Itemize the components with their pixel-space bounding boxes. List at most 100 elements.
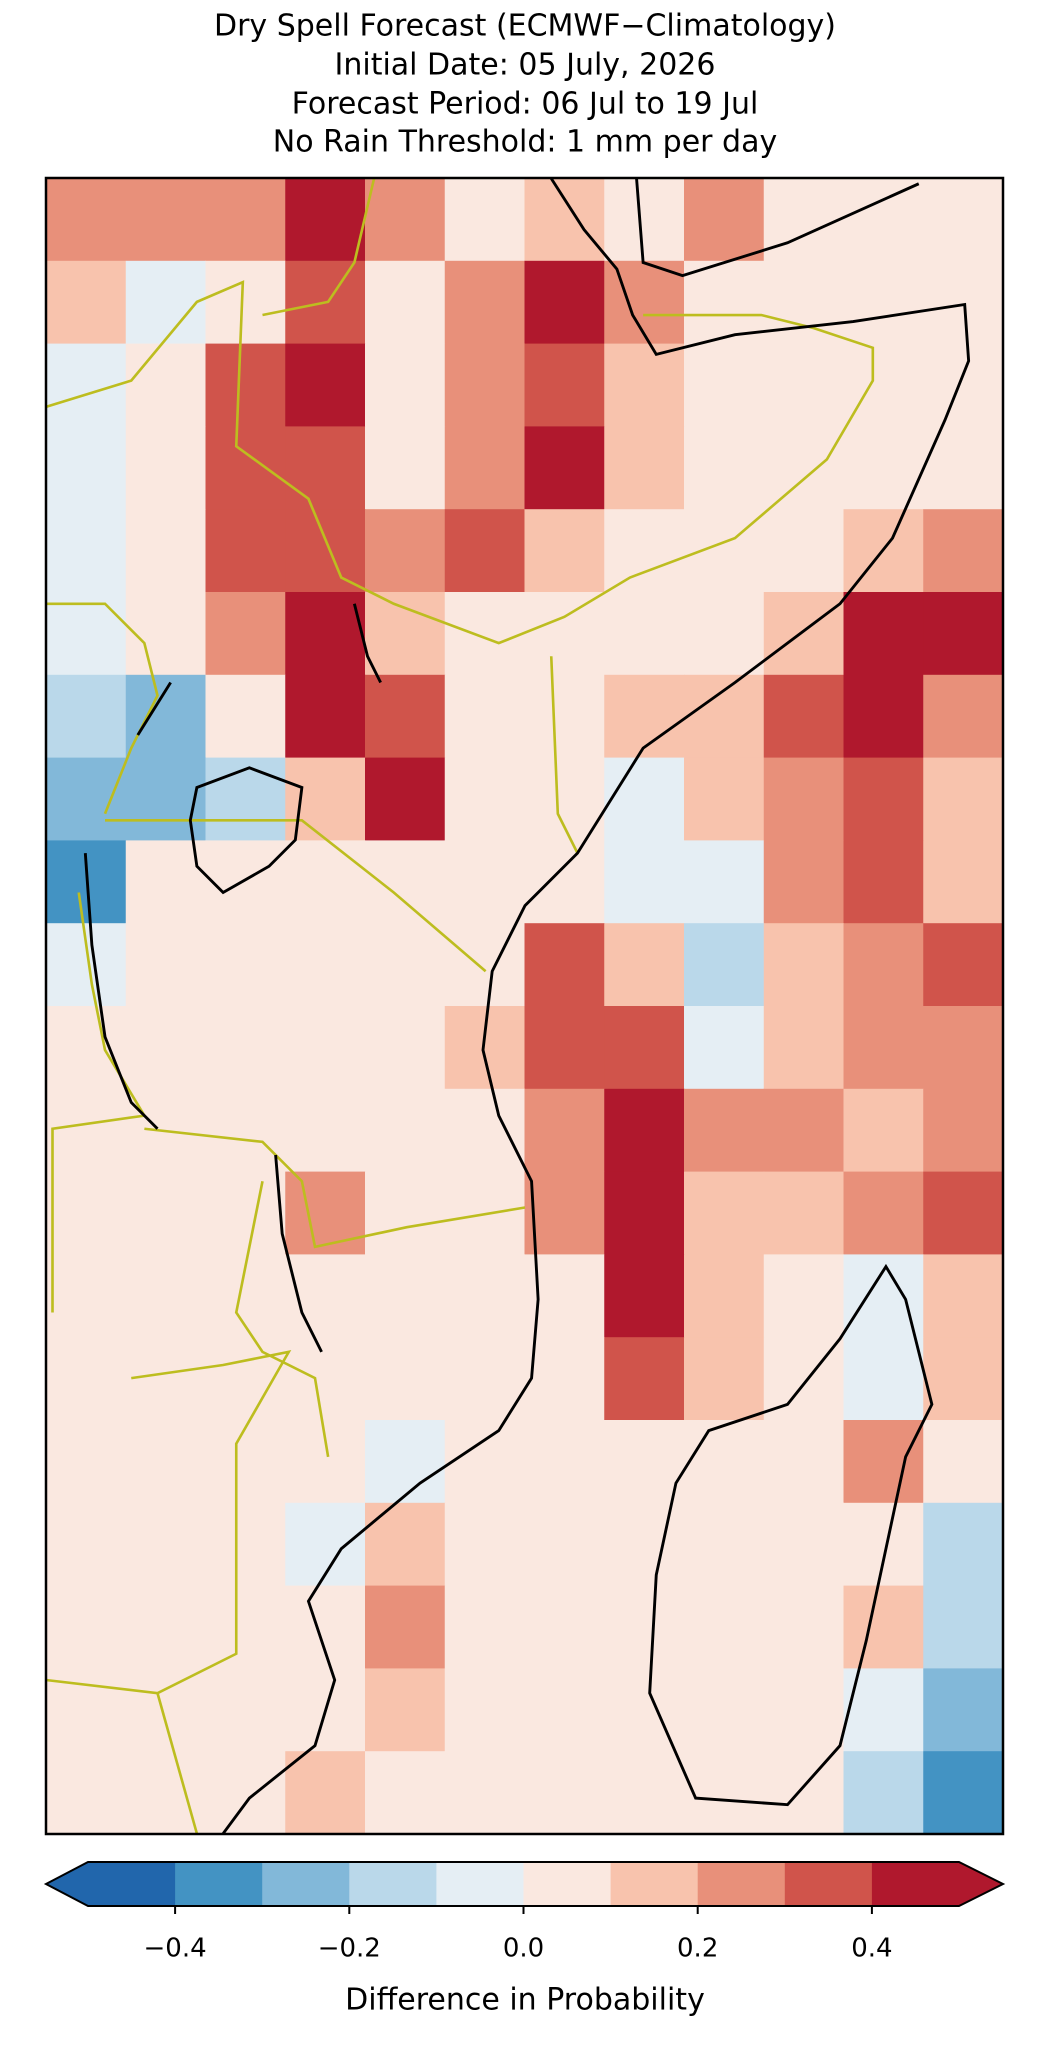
grid-cell — [843, 1006, 924, 1090]
grid-cell — [444, 1088, 525, 1173]
grid-cell — [604, 592, 685, 676]
grid-cell — [684, 1337, 765, 1421]
grid-cell — [365, 1585, 446, 1669]
grid-cell — [444, 1668, 525, 1752]
grid-cell — [763, 1171, 844, 1255]
grid-cell — [604, 1585, 685, 1669]
colorbar-segment — [436, 1862, 524, 1906]
grid-cell — [365, 1006, 446, 1090]
border — [262, 178, 376, 317]
grid-cell — [843, 1502, 924, 1587]
grid-cell — [125, 674, 206, 759]
grid-cell — [205, 260, 286, 345]
colorbar-tick-label: −0.4 — [144, 1934, 207, 1964]
border — [45, 602, 159, 815]
grid-cell — [763, 840, 844, 924]
grid-cell — [923, 1006, 1004, 1090]
grid-cell — [365, 1088, 446, 1173]
grid-cell — [285, 426, 366, 510]
grid-cell — [444, 260, 525, 345]
grid-cell — [604, 509, 685, 593]
grid-cell — [444, 840, 525, 924]
grid-cell — [285, 343, 366, 427]
grid-cell — [684, 840, 765, 924]
grid-cell — [843, 260, 924, 345]
grid-cell — [684, 1088, 765, 1173]
grid-cell — [684, 1502, 765, 1587]
grid-cell — [604, 1668, 685, 1752]
colorbar-extend-high — [959, 1862, 1003, 1906]
grid-cell — [46, 757, 127, 841]
colorbar-extend-low — [46, 1862, 88, 1906]
border — [549, 656, 579, 854]
grid-cell — [205, 178, 286, 262]
grid-cell — [843, 1751, 924, 1835]
grid-cell — [524, 1337, 605, 1421]
grid-cell — [843, 923, 924, 1007]
grid-cell — [46, 1502, 127, 1587]
grid-cell — [365, 1254, 446, 1338]
grid-cell — [444, 1420, 525, 1504]
grid-cell — [46, 1751, 127, 1835]
grid-cell — [843, 840, 924, 924]
grid-cell — [923, 840, 1004, 924]
grid-cell — [285, 1171, 366, 1255]
grid-cell — [365, 178, 446, 262]
grid-cell — [444, 1006, 525, 1090]
grid-cell — [524, 426, 605, 510]
grid-cell — [524, 343, 605, 427]
grid-cell — [843, 674, 924, 759]
grid-cell — [843, 592, 924, 676]
grid-cell — [365, 757, 446, 841]
grid-cell — [444, 426, 525, 510]
grid-cell — [205, 1171, 286, 1255]
grid-cell — [46, 1006, 127, 1090]
grid-cell — [604, 426, 685, 510]
grid-cell — [365, 1668, 446, 1752]
grid-cell — [125, 592, 206, 676]
grid-cell — [604, 840, 685, 924]
grid-cell — [205, 1006, 286, 1090]
title-line: Dry Spell Forecast (ECMWF−Climatology) — [214, 9, 836, 44]
grid-cell — [684, 1420, 765, 1504]
grid-cell — [763, 178, 844, 262]
grid-cell — [205, 923, 286, 1007]
grid-cell — [524, 1668, 605, 1752]
grid-cell — [46, 592, 127, 676]
colorbar-segment — [349, 1862, 437, 1906]
border — [105, 819, 487, 973]
grid-cell — [684, 343, 765, 427]
grid-cell — [923, 1751, 1004, 1835]
grid-cell — [46, 260, 127, 345]
grid-cell — [125, 1006, 206, 1090]
grid-cell — [524, 1088, 605, 1173]
title-line: No Rain Threshold: 1 mm per day — [273, 125, 777, 160]
grid-cell — [46, 1420, 127, 1504]
grid-cell — [923, 1337, 1004, 1421]
grid-cell — [604, 1254, 685, 1338]
title-block: Dry Spell Forecast (ECMWF−Climatology) I… — [214, 9, 836, 160]
grid-cell — [843, 1337, 924, 1421]
grid-cell — [444, 1751, 525, 1835]
grid-cell — [524, 1751, 605, 1835]
grid-cell — [923, 1254, 1004, 1338]
grid-cell — [684, 1751, 765, 1835]
grid-cell — [763, 923, 844, 1007]
grid-cell — [444, 343, 525, 427]
border — [45, 280, 875, 645]
grid-cell — [604, 1502, 685, 1587]
grid-cell — [285, 674, 366, 759]
grid-cell — [205, 509, 286, 593]
coastlines — [83, 177, 971, 1835]
grid-cell — [843, 178, 924, 262]
grid-cell — [125, 426, 206, 510]
grid-cell — [604, 1088, 685, 1173]
grid-cell — [46, 1337, 127, 1421]
lake — [83, 853, 159, 1130]
grid-cell — [365, 1337, 446, 1421]
grid-cell — [125, 509, 206, 593]
grid-cell — [365, 509, 446, 593]
border — [144, 1127, 526, 1249]
